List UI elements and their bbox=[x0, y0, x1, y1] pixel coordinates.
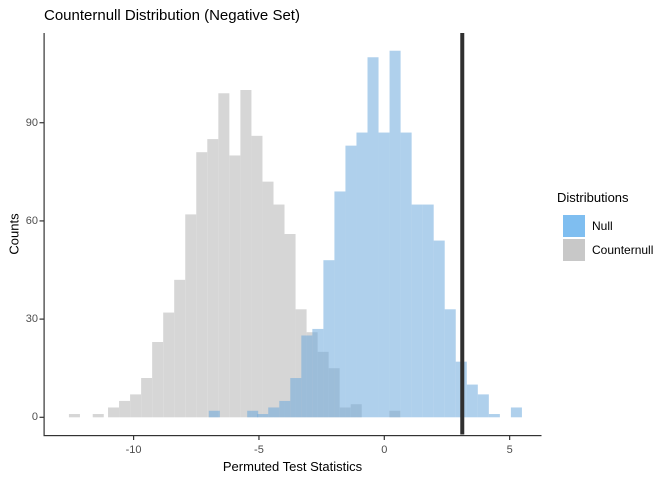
chart-title: Counternull Distribution (Negative Set) bbox=[44, 7, 300, 24]
histogram-bar-null bbox=[477, 394, 489, 418]
histogram-bar-counternull bbox=[240, 90, 252, 418]
histogram-bar-null bbox=[290, 378, 302, 418]
y-tick-label: 60 bbox=[25, 214, 38, 227]
histogram-bar-null bbox=[345, 145, 357, 418]
y-axis-line bbox=[43, 33, 45, 436]
histogram-bar-null bbox=[389, 50, 401, 418]
histogram-bar-null bbox=[367, 57, 379, 418]
histogram-bar-counternull bbox=[185, 214, 197, 418]
y-tick-label: 90 bbox=[25, 116, 38, 129]
histogram-bar-null bbox=[312, 328, 324, 418]
histogram-bar-null bbox=[510, 407, 522, 418]
legend: Distributions Null Counternull bbox=[557, 190, 653, 263]
legend-swatch-null bbox=[563, 215, 585, 237]
histogram-bar-counternull bbox=[141, 378, 153, 418]
histogram-bar-null bbox=[488, 414, 500, 418]
histogram-bar-null bbox=[422, 204, 434, 418]
histogram-bar-counternull bbox=[196, 152, 208, 418]
x-tick-mark bbox=[509, 436, 511, 440]
histogram-bar-counternull bbox=[130, 394, 142, 418]
histogram-bar-null bbox=[301, 335, 313, 418]
histogram-bar-null bbox=[400, 132, 412, 418]
legend-title: Distributions bbox=[557, 190, 629, 205]
x-tick-label: 5 bbox=[506, 444, 513, 456]
histogram-bar-null bbox=[378, 132, 390, 418]
histogram-bar-null bbox=[356, 132, 368, 418]
histogram-bar-null bbox=[279, 400, 291, 418]
legend-swatch-counternull bbox=[563, 239, 585, 261]
x-tick-label: -5 bbox=[254, 444, 264, 456]
x-tick-mark bbox=[383, 436, 385, 440]
histogram-bar-counternull bbox=[207, 139, 219, 418]
histogram-bar-counternull bbox=[174, 279, 186, 418]
legend-item-counternull: Counternull bbox=[563, 239, 653, 261]
histogram-bar-null bbox=[247, 410, 259, 418]
histogram-bar-counternull bbox=[295, 309, 307, 418]
legend-label-counternull: Counternull bbox=[592, 243, 654, 257]
histogram-bar-counternull bbox=[119, 400, 131, 418]
y-tick-mark bbox=[39, 122, 44, 124]
histogram-bar-counternull bbox=[218, 93, 230, 418]
x-tick-mark bbox=[133, 436, 135, 440]
x-tick-label: 0 bbox=[381, 444, 388, 456]
histogram-bar-counternull bbox=[92, 414, 104, 418]
y-tick-mark bbox=[39, 318, 44, 320]
histogram-bar-counternull bbox=[262, 181, 274, 418]
histogram-bar-counternull bbox=[108, 407, 120, 418]
histogram-bar-null bbox=[257, 414, 269, 418]
histogram-bar-counternull bbox=[273, 204, 285, 418]
legend-item-null: Null bbox=[563, 215, 653, 237]
x-axis-line bbox=[43, 435, 542, 437]
legend-items: Null Counternull bbox=[557, 215, 653, 261]
histogram-bar-null bbox=[411, 204, 423, 418]
histogram-bar-null bbox=[323, 260, 335, 418]
histogram-bar-counternull bbox=[229, 155, 241, 418]
y-tick-mark bbox=[39, 416, 44, 418]
histogram-bar-counternull bbox=[163, 312, 175, 418]
y-tick-label: 0 bbox=[31, 411, 38, 424]
y-tick-label: 30 bbox=[25, 313, 38, 326]
y-tick-mark bbox=[39, 220, 44, 222]
histogram-bar-null bbox=[334, 191, 346, 418]
x-axis-title: Permuted Test Statistics bbox=[222, 459, 363, 474]
histogram-bar-counternull bbox=[284, 234, 296, 418]
reference-line bbox=[460, 33, 465, 435]
histogram-bar-null bbox=[433, 240, 445, 418]
histogram-bar-null bbox=[466, 384, 478, 418]
legend-label-null: Null bbox=[592, 219, 613, 233]
histogram-bar-null bbox=[444, 309, 456, 418]
histogram-bar-counternull bbox=[68, 414, 80, 418]
histogram-bar-counternull bbox=[152, 342, 164, 418]
histogram-bar-null bbox=[268, 407, 280, 418]
histogram-bar-counternull bbox=[251, 135, 263, 418]
histogram-bar-null bbox=[208, 410, 220, 418]
x-tick-mark bbox=[258, 436, 260, 440]
x-tick-label: -10 bbox=[125, 444, 142, 456]
